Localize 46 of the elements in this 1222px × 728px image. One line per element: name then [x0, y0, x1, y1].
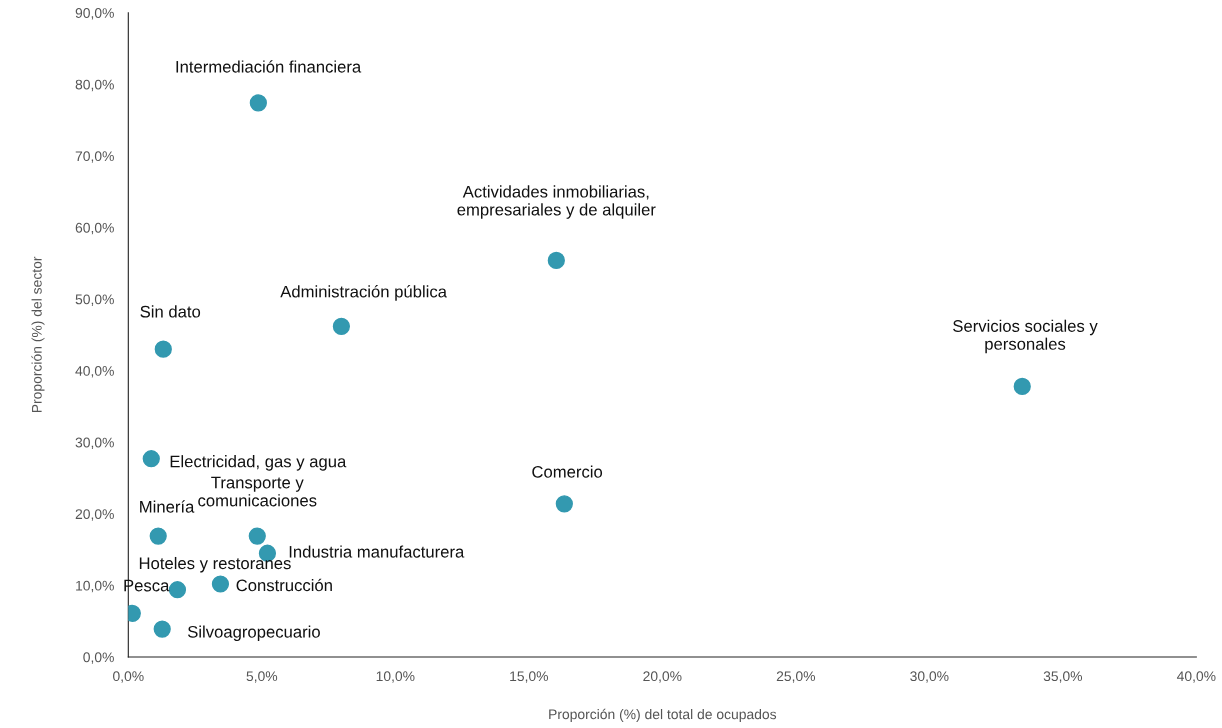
x-tick-label: 15,0%: [510, 671, 549, 683]
point: [332, 317, 350, 335]
x-tick-label: 40,0%: [1176, 671, 1216, 683]
y-axis-title: Proporción (%) del sector: [31, 256, 45, 413]
x-tick-label: 0,0%: [113, 671, 144, 683]
point: [547, 251, 565, 270]
annotation: Silvoagropecuario: [187, 625, 320, 642]
point: [249, 94, 267, 112]
y-tick-label: 90,0%: [75, 8, 114, 20]
point: [154, 340, 172, 358]
annotation: Electricidad, gas y agua: [170, 455, 347, 471]
point: [168, 581, 187, 599]
y-tick-label: 60,0%: [75, 222, 114, 235]
y-tick-label: 0,0%: [83, 652, 114, 664]
annotation: Actividades inmobiliarias, empresariales y de alquiler: [457, 185, 656, 219]
annotation: Construcción: [236, 578, 332, 592]
y-tick-label: 50,0%: [75, 294, 114, 306]
y-tick-label: 70,0%: [75, 151, 114, 163]
point: [211, 575, 230, 593]
point: [149, 527, 167, 545]
x-tick-label: 10,0%: [376, 671, 415, 683]
annotation: Transporte y comunicaciones: [198, 476, 317, 507]
annotation: Intermediación financiera: [176, 60, 362, 73]
point: [1013, 377, 1031, 396]
annotation: Comercio: [532, 465, 603, 478]
point: [248, 527, 266, 545]
annotation: Minería: [140, 500, 195, 513]
x-tick-label: 30,0%: [910, 671, 949, 683]
x-tick-label: 25,0%: [776, 671, 816, 683]
x-tick-label: 35,0%: [1043, 671, 1083, 683]
x-tick-label: 20,0%: [643, 671, 682, 683]
x-axis-title: Proporción (%) del total de ocupados: [549, 708, 777, 722]
y-tick-label: 20,0%: [75, 509, 114, 521]
y-tick-label: 40,0%: [75, 366, 114, 378]
annotation: Sin dato: [140, 305, 201, 318]
point: [142, 450, 160, 468]
y-tick-label: 30,0%: [75, 437, 114, 450]
annotation: Industria manufacturera: [289, 545, 465, 558]
annotation: Servicios sociales y personales: [953, 319, 1098, 354]
y-tick-label: 10,0%: [76, 580, 114, 593]
annotation: Administración pública: [280, 285, 447, 301]
y-tick-label: 80,0%: [75, 79, 114, 92]
point: [153, 620, 171, 638]
x-tick-label: 5,0%: [246, 671, 278, 683]
point: [555, 495, 573, 513]
annotation: Hoteles y restoranes: [139, 556, 291, 573]
